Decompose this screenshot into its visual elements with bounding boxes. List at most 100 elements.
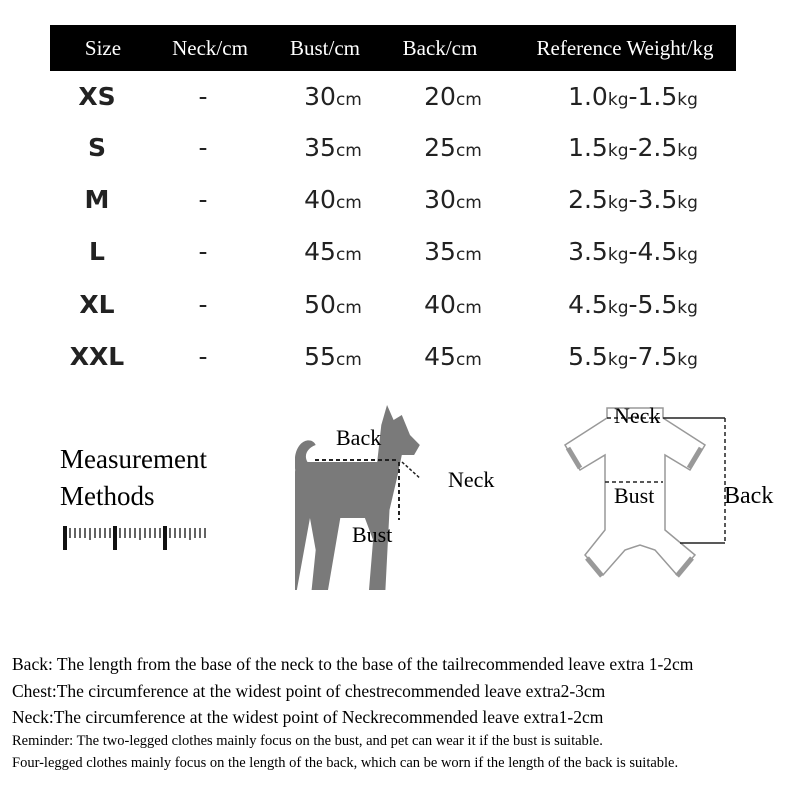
unit: cm [335,193,362,213]
unit: kg [607,193,629,213]
unit: cm [455,298,482,318]
dog-label-bust: Bust [352,522,393,547]
size-cell: S [88,133,106,162]
weight-from: 2.5 [568,185,608,214]
bust-value: 45 [304,237,336,266]
weight-cell: 1.0kg-1.5kg [568,82,698,111]
dog-silhouette-icon [295,405,420,590]
unit: cm [455,90,482,110]
garment-label-bust: Bust [614,483,655,508]
neck-value: - [198,185,208,214]
measurement-title-line2: Methods [60,481,155,511]
neck-value: - [198,342,208,371]
neck-value: - [198,290,208,319]
measurement-title-line1: Measurement [60,444,207,474]
unit: kg [677,193,698,213]
note-chest: Chest:The circumference at the widest po… [12,681,606,701]
bust-cell: 50cm [304,290,362,319]
back-cell: 45cm [424,342,482,371]
garment-label-neck: Neck [614,403,661,428]
bust-value: 40 [304,185,336,214]
dog-label-back: Back [336,425,382,450]
unit: kg [677,350,698,370]
unit: kg [607,298,629,318]
unit: kg [677,90,698,110]
neck-cell: - [198,290,207,319]
size-cell: L [89,237,105,266]
neck-cell: - [198,185,207,214]
unit: kg [607,350,629,370]
back-cell: 30cm [424,185,482,214]
back-value: 30 [424,185,456,214]
neck-value: - [198,133,208,162]
unit: cm [335,350,362,370]
unit: kg [677,298,698,318]
neck-value: - [198,82,208,111]
header-back: Back/cm [402,36,478,60]
ruler-icon [63,526,206,550]
weight-cell: 2.5kg-3.5kg [568,185,698,214]
size-cell: M [85,185,110,214]
weight-cell: 5.5kg-7.5kg [568,342,698,371]
back-cell: 25cm [424,133,482,162]
header-size: Size [84,36,122,60]
weight-from: 1.5 [568,133,608,162]
note-neck: Neck:The circumference at the widest poi… [12,707,604,727]
dash: - [628,133,638,162]
bust-cell: 45cm [304,237,362,266]
weight-from: 4.5 [568,290,608,319]
bust-value: 50 [304,290,336,319]
weight-to: 4.5 [637,237,678,266]
size-value: XS [78,82,116,111]
dash: - [628,290,638,319]
bust-cell: 35cm [304,133,362,162]
neck-cell: - [198,133,207,162]
dog-label-neck: Neck [448,467,495,492]
unit: kg [607,141,629,161]
dash: - [628,185,638,214]
weight-to: 5.5 [637,290,678,319]
back-value: 25 [424,133,456,162]
back-value: 40 [424,290,456,319]
weight-from: 1.0 [568,82,608,111]
size-cell: XL [79,290,114,319]
header-neck: Neck/cm [172,36,248,60]
weight-to: 7.5 [637,342,678,371]
size-value: M [84,185,110,214]
bust-value: 35 [304,133,336,162]
weight-cell: 3.5kg-4.5kg [568,237,698,266]
bust-cell: 40cm [304,185,362,214]
bust-value: 55 [304,342,336,371]
unit: kg [607,245,629,265]
table-header-bar [50,25,736,71]
unit: cm [335,141,362,161]
dash: - [628,82,638,111]
unit: cm [455,245,482,265]
weight-from: 3.5 [568,237,608,266]
unit: cm [455,193,482,213]
note-four-legged: Four-legged clothes mainly focus on the … [12,755,679,771]
size-value: XL [79,290,115,319]
back-cell: 35cm [424,237,482,266]
back-value: 20 [424,82,456,111]
note-back: Back: The length from the base of the ne… [12,654,694,674]
weight-to: 3.5 [637,185,678,214]
size-cell: XS [78,82,115,111]
bust-value: 30 [304,82,336,111]
weight-cell: 1.5kg-2.5kg [568,133,698,162]
dash: - [628,342,638,371]
bust-cell: 55cm [304,342,362,371]
bust-cell: 30cm [304,82,362,111]
neck-value: - [198,237,208,266]
neck-cell: - [198,342,207,371]
size-value: L [89,237,105,266]
weight-to: 1.5 [637,82,678,111]
dash: - [628,237,638,266]
header-weight: Reference Weight/kg [536,36,714,60]
size-value: XXL [69,342,125,371]
garment-diagram-icon [563,407,726,578]
neck-cell: - [198,82,207,111]
back-value: 35 [424,237,456,266]
unit: cm [455,141,482,161]
